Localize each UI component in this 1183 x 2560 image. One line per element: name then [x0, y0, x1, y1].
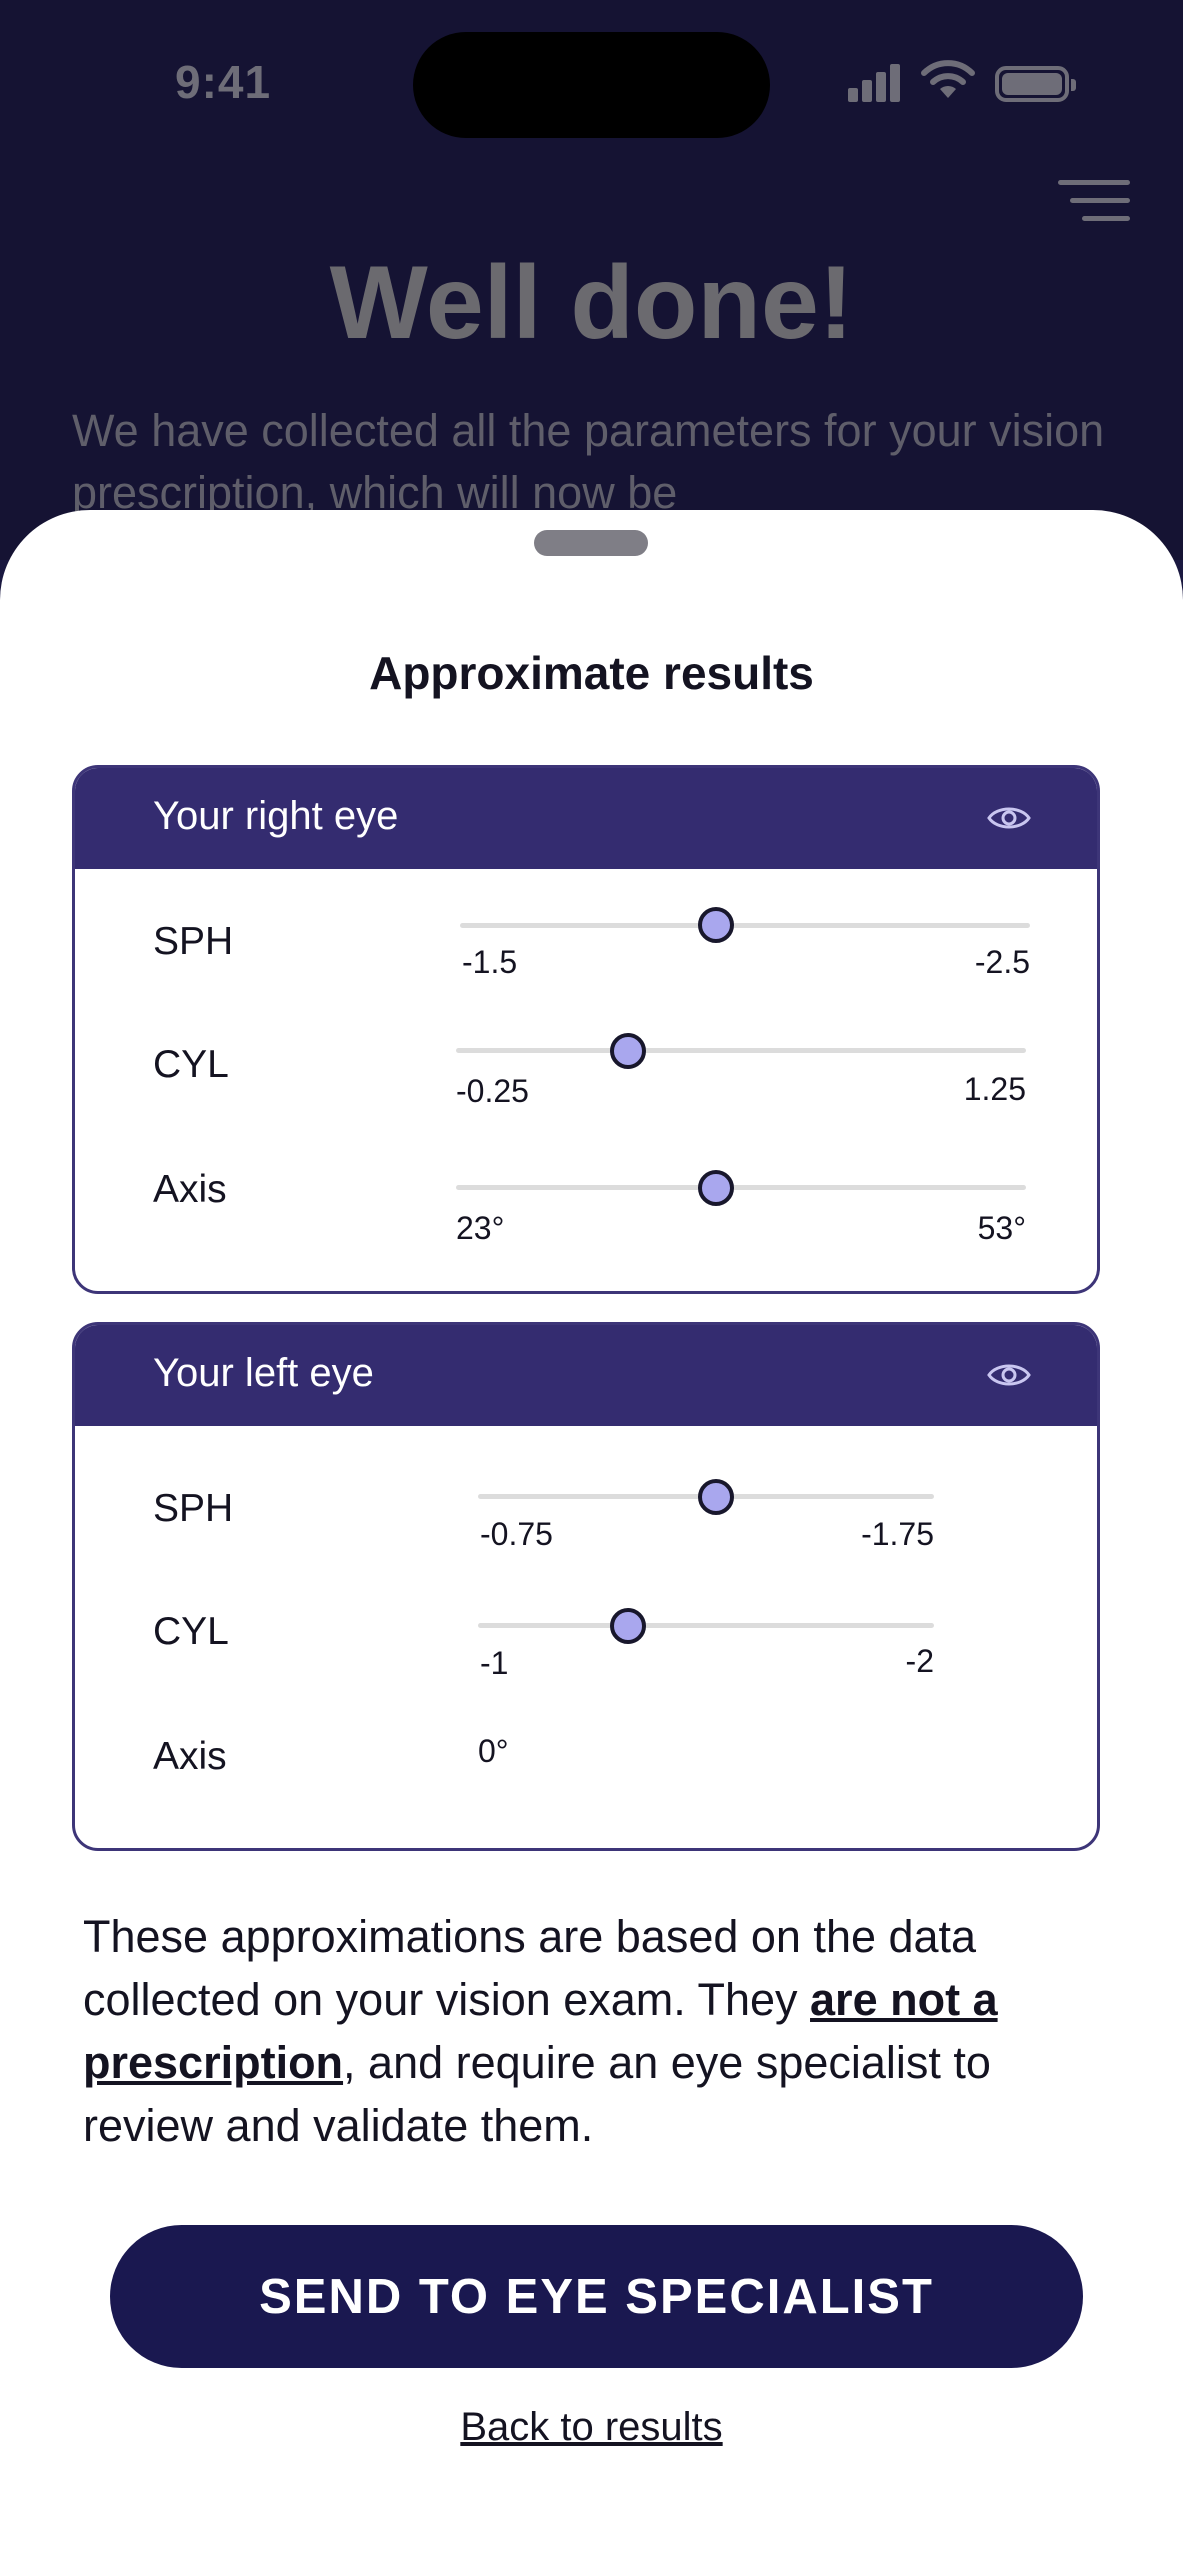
right-cyl-min: -0.25	[456, 1073, 529, 1109]
left-cyl-label: CYL	[153, 1610, 229, 1653]
left-sph-min: -0.75	[480, 1516, 553, 1552]
right-sph-knob[interactable]	[698, 907, 734, 943]
right-sph-label: SPH	[153, 920, 234, 963]
right-cyl-max: 1.25	[963, 1071, 1026, 1107]
eye-icon[interactable]	[987, 1357, 1031, 1393]
right-axis-max: 53°	[977, 1210, 1026, 1246]
page-title: Well done!	[329, 245, 854, 361]
menu-icon[interactable]	[1058, 178, 1130, 224]
note-emphasis: are not a prescription	[83, 1974, 998, 2088]
status-time: 9:41	[175, 56, 272, 108]
note-part2: , and require an eye specialist to revie…	[83, 2037, 991, 2151]
right-sph-max: -2.5	[974, 944, 1030, 980]
dynamic-island	[413, 32, 770, 138]
battery-icon	[995, 66, 1076, 102]
left-cyl-knob[interactable]	[610, 1608, 646, 1644]
right-sph-min: -1.5	[462, 944, 518, 980]
sheet-title: Approximate results	[369, 647, 814, 699]
left-cyl-slider[interactable]	[478, 1623, 934, 1628]
page-description: We have collected all the parameters for…	[72, 405, 1105, 518]
right-sph-slider[interactable]	[460, 923, 1030, 928]
left-axis-label: Axis	[153, 1735, 227, 1778]
left-sph-max: -1.75	[861, 1516, 934, 1552]
results-bottom-sheet: Approximate results Your right eye SPH -…	[0, 510, 1183, 2560]
right-axis-slider[interactable]	[456, 1185, 1026, 1190]
left-sph-knob[interactable]	[698, 1479, 734, 1515]
right-eye-card: Your right eye SPH -1.5 -2.5 CYL -0.25 1…	[72, 765, 1100, 1294]
signal-icon	[848, 62, 900, 102]
left-cyl-min: -1	[480, 1645, 509, 1681]
right-eye-header: Your right eye	[75, 768, 1097, 869]
back-to-results-link[interactable]: Back to results	[460, 2405, 723, 2449]
wifi-icon	[921, 60, 975, 98]
eye-icon[interactable]	[987, 800, 1031, 836]
sheet-drag-handle[interactable]	[534, 530, 648, 556]
right-axis-min: 23°	[456, 1210, 505, 1246]
right-eye-title: Your right eye	[153, 794, 399, 838]
background-screen: 9:41 Well done! We have collected all th…	[0, 0, 1183, 560]
disclaimer-note: These approximations are based on the da…	[83, 1905, 1113, 2157]
status-bar: 9:41	[0, 0, 1183, 170]
right-axis-label: Axis	[153, 1168, 227, 1211]
left-sph-label: SPH	[153, 1487, 234, 1530]
right-cyl-knob[interactable]	[610, 1033, 646, 1069]
right-axis-knob[interactable]	[698, 1170, 734, 1206]
send-to-specialist-button[interactable]: SEND TO EYE SPECIALIST	[110, 2225, 1083, 2368]
note-part1: These approximations are based on the da…	[83, 1911, 977, 2025]
left-axis-value: 0°	[478, 1733, 509, 1769]
left-eye-card: Your left eye SPH -0.75 -1.75 CYL -1 -2 …	[72, 1322, 1100, 1851]
right-cyl-slider[interactable]	[456, 1048, 1026, 1053]
left-eye-header: Your left eye	[75, 1325, 1097, 1426]
right-cyl-label: CYL	[153, 1043, 229, 1086]
left-eye-title: Your left eye	[153, 1351, 374, 1395]
left-cyl-max: -2	[905, 1643, 934, 1679]
